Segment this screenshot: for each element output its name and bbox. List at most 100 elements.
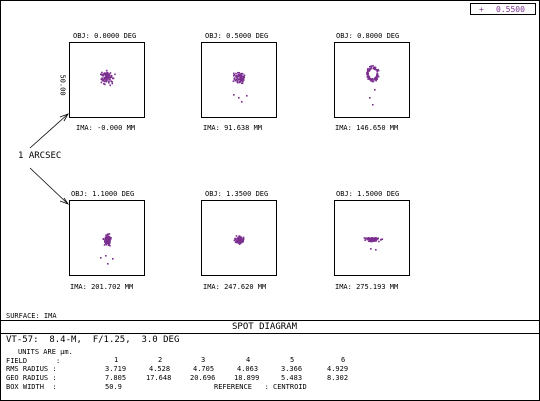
- spot-point: [367, 75, 369, 77]
- spot-point: [368, 77, 371, 79]
- spot-point: [238, 81, 241, 84]
- box-width-value: 50.9: [105, 383, 122, 391]
- spot-point: [101, 73, 103, 76]
- field-3: 3: [201, 356, 206, 364]
- spot-point: [377, 68, 379, 71]
- title-rule-bottom: [0, 333, 540, 334]
- spot-point: [106, 74, 109, 77]
- spot-point: [236, 76, 238, 78]
- spot-point: [240, 240, 243, 242]
- spot-point: [235, 72, 237, 75]
- field-2: 2: [158, 356, 163, 364]
- spot-point: [105, 80, 108, 83]
- spot-point: [366, 237, 369, 240]
- spot-point: [106, 242, 109, 244]
- spot-point: [368, 237, 371, 240]
- spot-point: [110, 74, 113, 77]
- spot-point: [367, 78, 369, 80]
- spot-point: [239, 240, 241, 243]
- spot-point: [374, 79, 376, 81]
- spot-point: [380, 238, 382, 241]
- rms-label: RMS RADIUS :: [6, 365, 57, 373]
- spot-point: [374, 239, 376, 241]
- spot-point: [110, 237, 112, 239]
- spot-point: [236, 240, 239, 243]
- spot-point: [370, 65, 372, 68]
- spot-point: [108, 76, 111, 79]
- spot-point: [238, 238, 240, 240]
- spot-point: [242, 79, 244, 82]
- spot-point: [374, 237, 377, 240]
- spot-point: [107, 76, 109, 79]
- spot-point: [375, 79, 377, 82]
- field-1: 1: [114, 356, 119, 364]
- spot-point: [234, 241, 237, 244]
- spot-plot-3: [366, 65, 380, 106]
- spot-point: [236, 241, 239, 244]
- spot-point: [109, 76, 111, 79]
- spot-point: [371, 238, 374, 240]
- spot-point: [238, 236, 241, 238]
- spot-point: [238, 243, 241, 245]
- spot-point: [105, 235, 108, 238]
- spot-point: [242, 76, 245, 78]
- spot-point: [104, 241, 106, 243]
- spot-point: [369, 239, 371, 241]
- spot-box-2: [201, 42, 277, 118]
- spot-point: [105, 79, 108, 81]
- spot-point: [242, 241, 244, 243]
- spot-point: [102, 75, 104, 77]
- spot-point: [239, 237, 241, 240]
- spot-point: [367, 73, 369, 75]
- obj-label-2: OBJ: 0.5000 DEG: [205, 32, 269, 40]
- spot-point: [101, 78, 104, 81]
- spot-point: [112, 258, 114, 260]
- spot-point: [366, 69, 369, 72]
- spot-point: [367, 76, 370, 79]
- spot-point: [101, 77, 103, 79]
- spot-point: [103, 244, 106, 246]
- spot-plot-1: [100, 69, 116, 87]
- spot-point: [233, 78, 236, 80]
- geo-value-3: 20.696: [190, 374, 216, 382]
- geo-value-2: 17.648: [146, 374, 172, 382]
- geo-label: GEO RADIUS :: [6, 374, 57, 382]
- ima-label-4: IMA: 201.702 MM: [70, 283, 134, 291]
- spot-point: [107, 263, 109, 265]
- spot-point: [109, 72, 112, 74]
- spot-point: [108, 242, 111, 244]
- spot-point: [236, 77, 239, 80]
- spot-point: [108, 78, 110, 81]
- spot-point: [108, 238, 111, 241]
- spot-plot-6: [363, 237, 384, 251]
- spot-point: [233, 239, 236, 242]
- spot-point: [108, 73, 110, 75]
- spot-point: [374, 67, 376, 70]
- spot-point: [241, 78, 244, 80]
- wavelength-value: 0.5500: [496, 5, 525, 14]
- spot-point: [364, 239, 366, 241]
- spot-point: [372, 65, 374, 67]
- spot-point: [372, 104, 374, 106]
- spot-plot-5: [233, 235, 245, 245]
- arcsec-arrows: [29, 113, 70, 205]
- spot-point: [374, 68, 376, 71]
- spot-point: [105, 243, 108, 246]
- spot-point: [367, 240, 370, 242]
- spot-point: [242, 238, 245, 241]
- spot-point: [101, 71, 103, 74]
- spot-point: [241, 82, 244, 84]
- spot-point: [107, 237, 110, 240]
- obj-label-1: OBJ: 0.0000 DEG: [73, 32, 137, 40]
- spot-point: [240, 78, 243, 80]
- spot-point: [237, 75, 240, 77]
- spot-point: [376, 73, 379, 76]
- spot-point: [241, 238, 243, 241]
- spot-point: [239, 242, 242, 244]
- spot-point: [239, 74, 242, 76]
- spot-point: [378, 240, 380, 243]
- spot-point: [375, 68, 377, 71]
- spot-point: [107, 234, 109, 236]
- ima-label-5: IMA: 247.620 MM: [203, 283, 267, 291]
- spot-plot-4: [100, 233, 114, 265]
